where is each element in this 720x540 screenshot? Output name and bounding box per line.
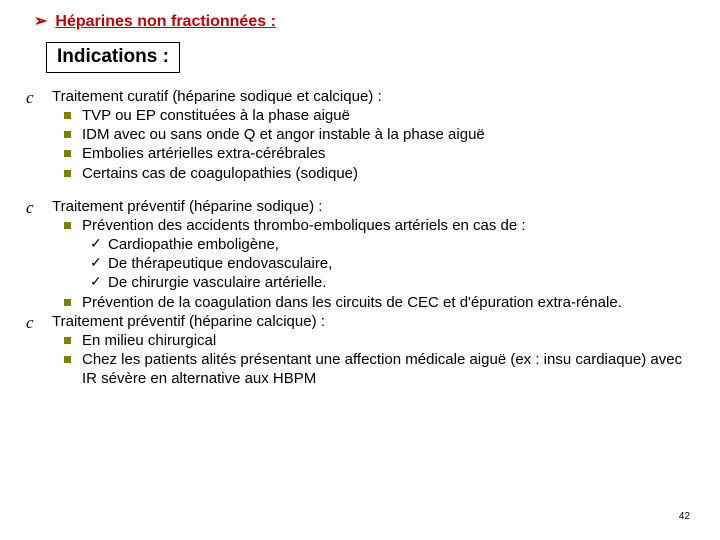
list-item: Embolies artérielles extra-cérébrales [52, 144, 692, 163]
sub-text: Prévention des accidents thrombo-emboliq… [82, 217, 526, 234]
indications-box: Indications : [46, 42, 180, 72]
slide-title: ➢ Héparines non fractionnées : [34, 12, 692, 32]
check-item: De chirurgie vasculaire artérielle. [82, 273, 692, 292]
moon-icon: c [26, 197, 52, 219]
list-item: Chez les patients alités présentant une … [52, 350, 692, 388]
moon-icon: c [26, 312, 52, 334]
moon-icon: c [26, 87, 52, 109]
section-preventif: c Traitement préventif (héparine sodique… [28, 197, 692, 389]
list-item: IDM avec ou sans onde Q et angor instabl… [52, 125, 692, 144]
list-item: En milieu chirurgical [52, 331, 692, 350]
list-item: TVP ou EP constituées à la phase aiguë [52, 106, 692, 125]
list-item: Prévention des accidents thrombo-emboliq… [52, 216, 692, 293]
lead-text: Traitement préventif (héparine calcique)… [52, 312, 692, 331]
check-item: Cardiopathie emboligène, [82, 235, 692, 254]
list-item: Prévention de la coagulation dans les ci… [52, 293, 692, 312]
list-item: Certains cas de coagulopathies (sodique) [52, 164, 692, 183]
lead-text: Traitement curatif (héparine sodique et … [52, 87, 692, 106]
arrow-icon: ➢ [34, 12, 47, 32]
title-text: Héparines non fractionnées : [55, 13, 276, 30]
page-number: 42 [679, 511, 690, 524]
section-curatif: c Traitement curatif (héparine sodique e… [28, 87, 692, 183]
lead-text: Traitement préventif (héparine sodique) … [52, 197, 692, 216]
check-item: De thérapeutique endovasculaire, [82, 254, 692, 273]
